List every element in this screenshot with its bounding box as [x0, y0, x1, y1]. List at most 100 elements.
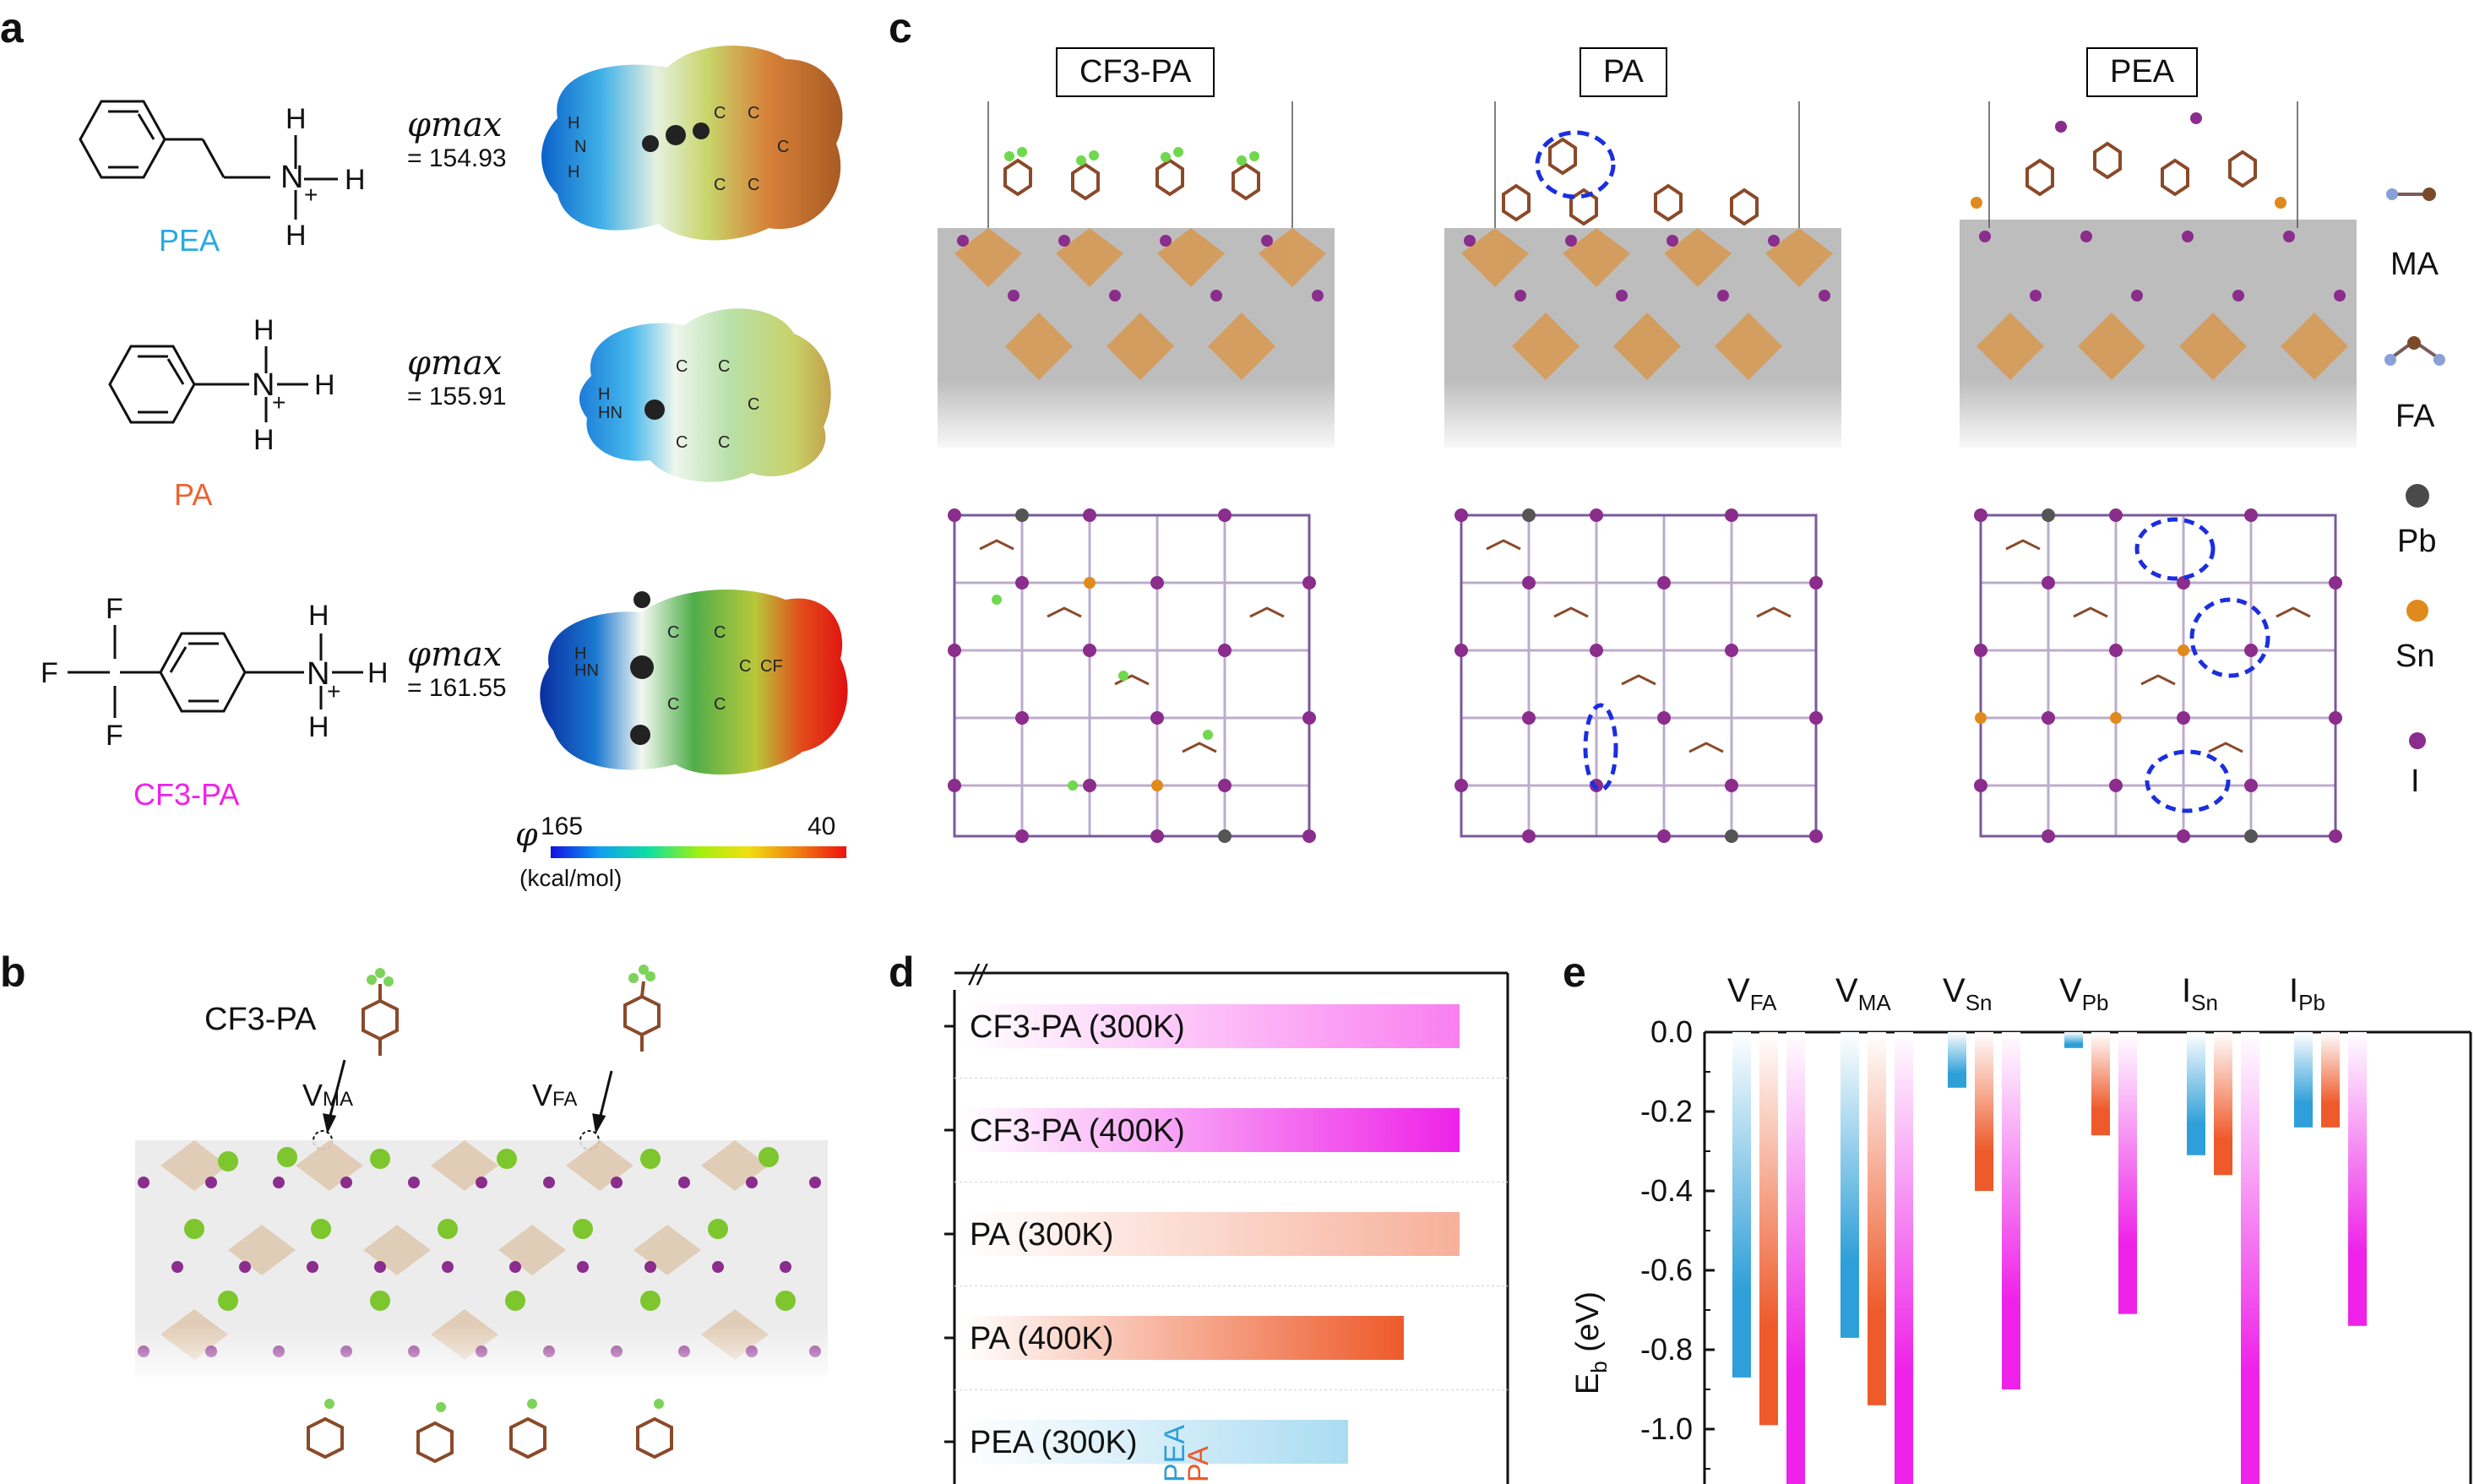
- panel-e-bar: [1868, 1032, 1886, 1405]
- panel-letter-a: a: [0, 4, 24, 52]
- panel-d-bar-label: PA (300K): [970, 1217, 1113, 1253]
- panel-e-series-label: PA: [1183, 1446, 1215, 1482]
- panel-d-bar-label: CF3-PA (300K): [970, 1009, 1185, 1045]
- panel-d-bar: [963, 1108, 1460, 1152]
- panel-letter-e: e: [1563, 949, 1586, 996]
- svg-text:C: C: [667, 695, 679, 714]
- cf3pa-phi-value: = 161.55: [407, 674, 507, 702]
- svg-text:C: C: [777, 138, 789, 156]
- panel-e-category-label: VFA: [1727, 972, 1777, 1015]
- svg-text:+: +: [327, 678, 340, 704]
- panel-d-bar: [963, 1316, 1404, 1360]
- panel-e-series-label: PEA: [1159, 1425, 1191, 1482]
- vacancy-ma-sub: MA: [323, 1088, 354, 1111]
- svg-text:C: C: [718, 357, 730, 376]
- svg-text:+: +: [304, 182, 318, 208]
- panel-e-category-label: VSn: [1943, 972, 1993, 1015]
- panel-e-bar: [1786, 1032, 1805, 1484]
- svg-text:H: H: [367, 657, 389, 689]
- panel-letter-b: b: [0, 949, 26, 996]
- svg-text:H: H: [574, 644, 586, 663]
- panel-d-chart: // CF3-PA (300K) CF3-PA (400K) PA (300K) PA …: [944, 959, 1509, 1484]
- cf3pa-name: CF3-PA: [133, 777, 240, 812]
- svg-text:C: C: [748, 104, 759, 122]
- panel-e-bar: [2241, 1032, 2259, 1484]
- panel-d-bar: [963, 1004, 1460, 1048]
- pa-phi-symbol: φmax: [407, 344, 503, 383]
- svg-text:C: C: [667, 623, 679, 642]
- colorbar-min-label: 165: [541, 813, 584, 840]
- svg-text:H: H: [308, 711, 329, 743]
- panel-e-bar: [1759, 1032, 1778, 1426]
- svg-text:CF: CF: [760, 657, 783, 676]
- cf3pa-phi-symbol: φmax: [407, 635, 503, 674]
- svg-text:+: +: [272, 389, 285, 416]
- colorbar-unit: (kcal/mol): [519, 865, 623, 891]
- legend-sn-label: Sn: [2395, 639, 2435, 674]
- colorbar-symbol: φ: [515, 816, 538, 853]
- svg-text:H: H: [308, 600, 329, 632]
- panel-e-bar: [2348, 1032, 2367, 1326]
- svg-text:C: C: [714, 695, 726, 714]
- colorbar-gradient: [551, 846, 846, 858]
- panel-letter-c: c: [889, 4, 912, 52]
- panel-c-label-cf3pa: CF3-PA: [1056, 47, 1215, 97]
- panel-d-bar: [963, 1212, 1460, 1256]
- cf3pa-molecule-left: [362, 984, 399, 1056]
- panel-e-bar: [2294, 1032, 2313, 1128]
- panel-e-ytick-label: -1.0: [1640, 1411, 1693, 1446]
- panel-e-ytick-label: -0.4: [1640, 1173, 1693, 1208]
- svg-text:C: C: [714, 176, 726, 194]
- pea-phi-value: = 154.93: [407, 144, 507, 172]
- svg-text:C: C: [748, 176, 759, 194]
- vacancy-fa-main: V: [532, 1078, 553, 1112]
- panel-d-bar-label: PA (400K): [970, 1321, 1113, 1356]
- pea-phi-symbol: φmax: [407, 106, 503, 144]
- panel-e-ytick-label: -0.2: [1640, 1094, 1693, 1128]
- panel-e-bar: [2091, 1032, 2110, 1136]
- cf3pa-phi: φmax = 161.55: [407, 638, 507, 705]
- legend-i-icon: [2409, 732, 2426, 749]
- panel-b-illustration: [135, 965, 828, 1464]
- vacancy-ma-main: V: [302, 1078, 324, 1112]
- legend-pb-label: Pb: [2397, 524, 2437, 559]
- svg-text:HN: HN: [598, 404, 623, 422]
- vacancy-ma-label: VMA: [302, 1078, 353, 1113]
- svg-text:C: C: [676, 357, 688, 376]
- svg-text:H: H: [568, 114, 579, 133]
- panel-d-bar: [963, 1420, 1348, 1464]
- svg-text:N: N: [280, 160, 303, 195]
- cf3pa-structure: F F F N + H H H: [41, 593, 389, 752]
- svg-text:H: H: [568, 163, 579, 182]
- panel-e-bar: [1895, 1032, 1913, 1484]
- panel-e-bar: [1841, 1032, 1859, 1338]
- pea-structure: N + H H H: [79, 100, 366, 252]
- svg-text:N: N: [252, 367, 275, 403]
- svg-text:H: H: [253, 424, 275, 456]
- panel-e-category-label: VPb: [2059, 972, 2109, 1015]
- legend-i-label: I: [2411, 764, 2420, 799]
- pea-esp-map: HNH C CC CC: [541, 45, 843, 241]
- svg-text:N: N: [307, 656, 329, 692]
- panel-e-bar: [2214, 1032, 2232, 1176]
- legend-ma-icon: [2386, 188, 2436, 201]
- panel-e-ytick-label: -0.8: [1640, 1332, 1693, 1367]
- pa-phi: φmax = 155.91: [407, 346, 507, 414]
- panel-e-bar: [2002, 1032, 2020, 1389]
- panel-e-bar: [1732, 1032, 1751, 1378]
- legend-sn-icon: [2406, 600, 2428, 622]
- panel-b-title: CF3-PA: [204, 1002, 317, 1037]
- panel-d-axis-break: //: [968, 959, 988, 992]
- svg-text:H: H: [285, 220, 307, 252]
- panel-d-bar-label: PEA (300K): [970, 1425, 1138, 1460]
- pa-structure: N + H H H: [108, 314, 335, 456]
- panel-e-bar: [2187, 1032, 2205, 1155]
- pea-phi: φmax = 154.93: [407, 108, 507, 176]
- panel-e-bar: [1975, 1032, 1993, 1191]
- svg-text:F: F: [41, 657, 58, 689]
- panel-c-structures: [938, 101, 2357, 843]
- svg-text:H: H: [345, 164, 366, 196]
- colorbar-max-label: 40: [807, 813, 836, 840]
- svg-text:H: H: [598, 385, 610, 404]
